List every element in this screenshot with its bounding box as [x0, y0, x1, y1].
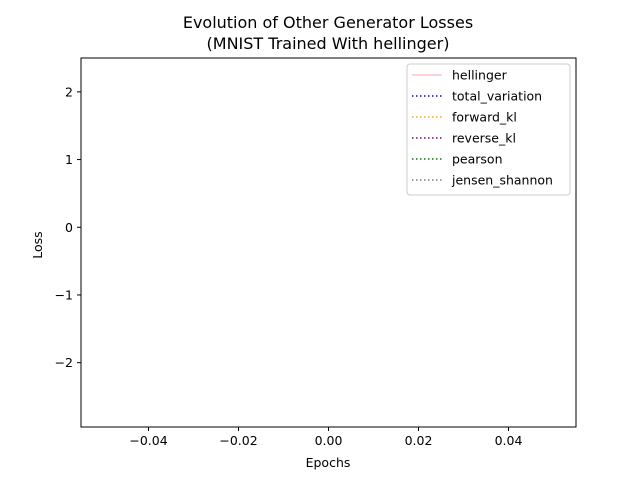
legend-label-jensen_shannon: jensen_shannon [451, 173, 553, 188]
y-tick-label: 2 [65, 84, 73, 99]
legend-label-forward_kl: forward_kl [452, 110, 517, 125]
chart-title: Evolution of Other Generator Losses [183, 13, 473, 32]
legend-label-reverse_kl: reverse_kl [452, 131, 516, 146]
legend-box [406, 63, 571, 196]
x-tick-label: 0.02 [405, 433, 433, 448]
legend: hellinger total_variation forward_klrevers… [406, 63, 571, 196]
y-tick-label: −1 [55, 287, 73, 302]
x-axis-label: Epochs [306, 455, 351, 470]
x-tick-label: 0.00 [315, 433, 343, 448]
legend-label-total_variation: total_variation [452, 89, 542, 104]
y-tick-label: −2 [55, 355, 73, 370]
legend-label-hellinger: hellinger [452, 68, 508, 83]
y-tick-label: 1 [65, 152, 73, 167]
y-axis-label: Loss [30, 231, 45, 258]
x-axis-ticks: −0.04 −0.02 0.00 0.02 0.04 [129, 427, 522, 448]
y-axis-ticks: −2 −1 0 1 2 [55, 84, 81, 370]
legend-label-pearson: pearson [452, 152, 503, 167]
x-tick-label: 0.04 [495, 433, 523, 448]
x-tick-label: −0.04 [129, 433, 167, 448]
y-tick-label: 0 [65, 220, 73, 235]
chart-subtitle: (MNIST Trained With hellinger) [207, 34, 450, 53]
x-tick-label: −0.02 [219, 433, 257, 448]
